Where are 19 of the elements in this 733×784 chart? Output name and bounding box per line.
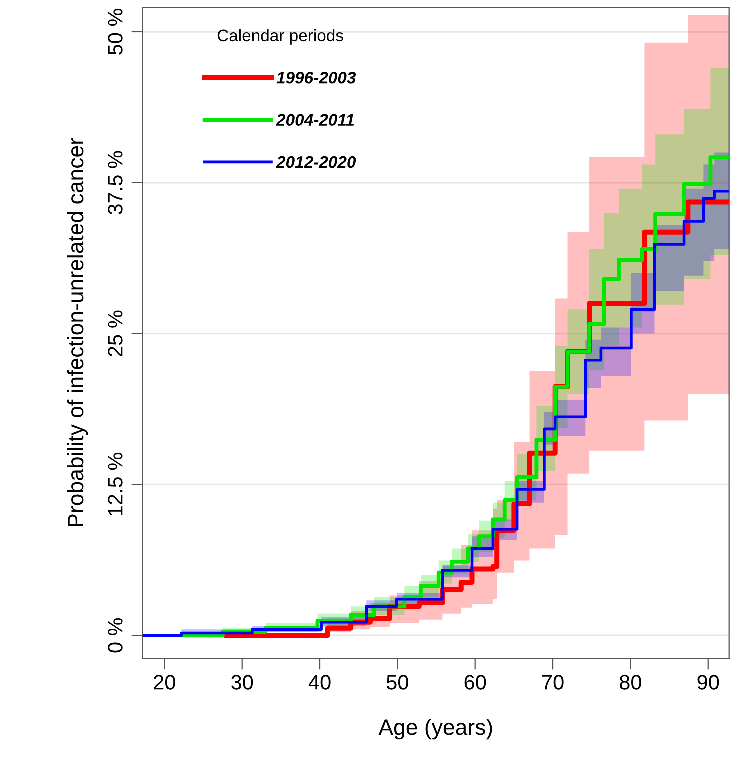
y-axis-title: Probability of infection-unrelated cancer — [67, 138, 88, 527]
x-tick-label: 60 — [464, 675, 486, 690]
legend-title: Calendar periods — [218, 29, 344, 45]
x-tick-label: 40 — [308, 675, 331, 690]
legend-label: 2012-2020 — [276, 156, 356, 168]
x-tick-label: 70 — [542, 675, 564, 690]
x-tick-label: 30 — [232, 675, 254, 690]
y-tick-label: 50 % — [108, 8, 123, 55]
legend-label: 2004-2011 — [276, 114, 354, 126]
y-tick-label: 0 % — [108, 618, 123, 653]
x-tick-label: 50 — [386, 675, 408, 690]
y-tick-label: 12.5 % — [108, 453, 123, 516]
x-tick-label: 90 — [698, 675, 720, 690]
y-tick-label: 25 % — [108, 310, 123, 356]
x-axis-title: Age (years) — [378, 718, 492, 740]
x-tick-label: 80 — [620, 675, 642, 690]
legend-label: 1996-2003 — [276, 72, 356, 84]
x-tick-label: 20 — [154, 675, 176, 690]
y-tick-label: 37.5 % — [108, 151, 123, 215]
